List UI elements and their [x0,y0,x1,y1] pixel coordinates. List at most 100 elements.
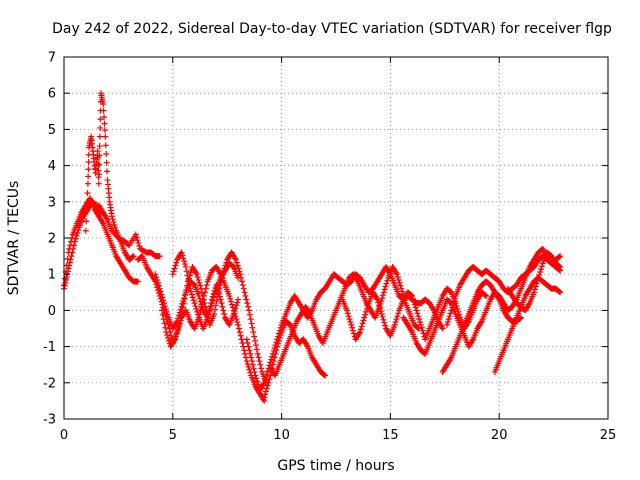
data-point [362,311,369,318]
data-point [171,336,178,343]
data-point [266,376,273,383]
data-point [235,325,242,332]
data-point [102,142,109,149]
data-point [361,314,368,321]
data-point [208,300,215,307]
data-point [71,242,78,249]
data-point [156,253,163,260]
data-point [379,295,386,302]
data-point [409,292,416,299]
data-point [236,329,243,336]
data-point [221,311,228,318]
x-tick-label: 15 [382,428,399,443]
data-point [61,282,68,289]
data-point [242,292,249,299]
data-point [165,337,172,344]
data-point [273,347,280,354]
data-point [62,279,69,286]
data-point [158,307,165,314]
data-point [556,288,563,295]
data-point [234,262,241,269]
data-point [556,253,563,260]
data-point [231,308,238,315]
data-point [382,283,389,290]
x-tick-label: 25 [600,428,617,443]
data-point [245,343,252,350]
data-point [193,305,200,312]
data-point [161,300,168,307]
data-point [94,148,101,155]
data-point [252,337,259,344]
data-point [190,297,197,304]
data-point [152,271,159,278]
data-point [533,280,540,287]
data-point [410,295,417,302]
data-point [262,388,269,395]
data-point [136,242,143,249]
data-point [221,265,228,272]
data-point [178,249,185,256]
data-point [213,282,220,289]
data-point [343,307,350,314]
data-point [254,350,261,357]
data-point [246,366,253,373]
data-point [67,256,74,263]
data-point [134,237,141,244]
data-point [246,311,253,318]
data-point [396,279,403,286]
data-point [411,301,418,308]
y-tick-label: -1 [43,340,56,355]
data-point [96,143,103,150]
data-point [257,361,264,368]
data-point [557,289,564,296]
data-point [188,291,195,298]
data-point [83,218,90,225]
data-point [360,317,367,324]
data-point [183,287,190,294]
data-point [378,311,385,318]
data-point [165,334,172,341]
data-point [173,330,180,337]
data-point [253,375,260,382]
data-point [379,313,386,320]
data-point [275,340,282,347]
data-point [160,316,167,323]
data-point [380,292,387,299]
data-point [448,307,455,314]
data-point [384,277,391,284]
data-point [198,289,205,296]
data-point [537,269,544,276]
data-point [350,330,357,337]
data-point [445,316,452,323]
data-point [135,240,142,247]
data-point [184,272,191,279]
data-point [133,234,140,241]
data-point [454,305,461,312]
data-point [100,107,107,114]
data-point [392,318,399,325]
data-point [110,219,117,226]
data-point [66,259,73,266]
data-point [394,313,401,320]
data-point [178,303,185,310]
data-point [132,231,139,238]
data-point [374,296,381,303]
tick-layer: 0 5 10 15 20 25 -3 -2 -1 0 1 2 3 4 5 6 7 [43,51,616,444]
data-point [418,324,425,331]
data-point [238,278,245,285]
data-point [394,274,401,281]
data-point [517,315,524,322]
data-point [206,307,213,314]
data-point [420,330,427,337]
data-point [364,303,371,310]
data-point [218,278,225,285]
data-point [376,302,383,309]
x-tick-label: 10 [273,428,290,443]
data-point [179,304,186,311]
data-point [163,329,170,336]
data-point [241,289,248,296]
data-point [170,268,177,275]
data-point [163,308,170,315]
data-point [212,306,219,313]
data-point [531,289,538,296]
